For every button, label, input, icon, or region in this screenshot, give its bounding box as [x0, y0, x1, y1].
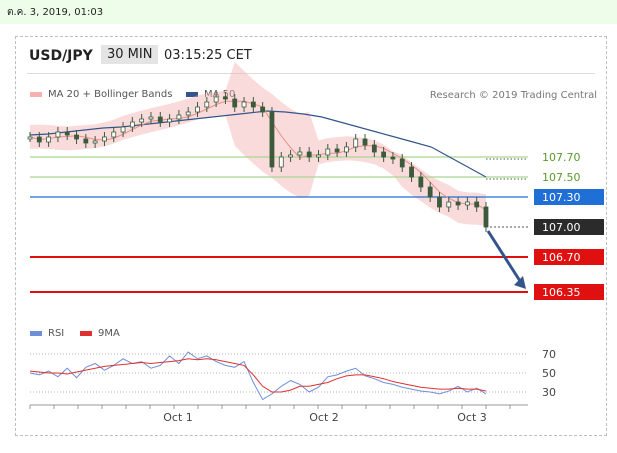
candle-body: [157, 116, 163, 123]
candle-body: [371, 144, 377, 153]
candle-body: [250, 101, 256, 108]
candle-body: [399, 158, 405, 168]
candle-body: [129, 121, 135, 128]
candle-body: [362, 138, 368, 146]
level-box-106.70: [534, 249, 604, 265]
candle-body: [409, 166, 414, 178]
candle-body: [446, 201, 452, 208]
level-label-107.30: 107.30: [542, 191, 581, 204]
candle-body: [437, 196, 442, 208]
candle-body: [213, 96, 219, 103]
candle-body: [306, 151, 312, 158]
legend-ma20-label: MA 20 + Bollinger Bands: [48, 89, 173, 100]
legend-rsi-label: RSI: [48, 328, 65, 339]
candle-body: [297, 151, 303, 156]
candle-body: [185, 111, 191, 116]
candle-body: [74, 134, 79, 140]
candle-body: [418, 176, 424, 188]
legend-9ma-label: 9MA: [98, 328, 120, 339]
candle-body: [390, 156, 396, 160]
candles-group: [27, 92, 489, 232]
date-text: ต.ค. 3, 2019, 01:03: [7, 7, 104, 18]
level-label-107.00: 107.00: [542, 221, 581, 234]
legend-9ma: 9MA: [80, 328, 120, 339]
candle-body: [139, 118, 145, 123]
ma9-swatch: [80, 331, 92, 336]
candle-body: [92, 140, 98, 144]
level-box-107.00: [534, 219, 604, 235]
candle-body: [102, 136, 107, 142]
level-box-107.30: [534, 189, 604, 205]
candle-body: [288, 154, 293, 158]
pair-label: USD/JPY: [29, 48, 93, 64]
timestamp: 03:15:25 CET: [164, 48, 252, 63]
candle-body: [241, 101, 247, 108]
candle-body: [269, 111, 275, 168]
x-tick-label-oct-2: Oct 2: [309, 411, 339, 424]
chart-panel: USD/JPY 30 MIN 03:15:25 CET MA 20 + Boll…: [15, 36, 607, 436]
candle-body: [483, 206, 489, 228]
ma50-line: [29, 110, 487, 178]
forecast-arrow-head: [514, 276, 526, 289]
header-divider: [27, 73, 595, 74]
candle-body: [111, 131, 117, 138]
candle-body: [260, 106, 266, 113]
x-tick-label-oct-1: Oct 1: [163, 411, 193, 424]
legend-ma50: MA 50: [186, 89, 235, 100]
rsi-tick-label-70: 70: [542, 348, 556, 361]
rsi-tick-label-30: 30: [542, 386, 556, 399]
candle-body: [474, 201, 480, 208]
ma20-swatch: [30, 92, 42, 97]
rsi-series-9ma: [29, 358, 487, 393]
candle-body: [64, 131, 70, 136]
candle-body: [381, 151, 387, 158]
candle-body: [167, 118, 172, 123]
level-box-106.35: [534, 284, 604, 300]
candle-body: [120, 126, 126, 133]
candle-body: [46, 136, 52, 143]
candle-body: [83, 138, 89, 144]
candle-body: [316, 154, 321, 158]
x-tick-label-oct-3: Oct 3: [457, 411, 487, 424]
candle-body: [353, 138, 359, 148]
research-credit: Research © 2019 Trading Central: [429, 90, 597, 101]
candle-body: [455, 201, 461, 206]
bollinger-band: [30, 61, 486, 227]
candle-body: [325, 148, 331, 156]
candle-body: [27, 136, 33, 140]
candle-body: [36, 136, 42, 143]
candle-body: [464, 201, 470, 206]
ma50-swatch: [186, 92, 198, 97]
price-chart: 107.70 107.50 107.30 107.00 106.70 106.35 70 50…: [27, 61, 604, 424]
legend-rsi: RSI: [30, 328, 64, 339]
legend-ma50-label: MA 50: [204, 89, 236, 100]
timeframe-badge[interactable]: 30 MIN: [101, 45, 159, 64]
candle-body: [223, 96, 228, 100]
candle-body: [204, 101, 210, 108]
level-label-106.70: 106.70: [542, 251, 581, 264]
candle-body: [232, 98, 238, 108]
candle-body: [148, 116, 154, 120]
rsi-tick-label-50: 50: [542, 367, 556, 380]
rsi-series-rsi: [29, 351, 487, 401]
candle-body: [195, 106, 200, 113]
candle-body: [176, 114, 182, 120]
rsi-swatch: [30, 331, 42, 336]
forecast-arrow-shaft: [486, 230, 522, 282]
candle-body: [334, 148, 340, 153]
legend-ma20: MA 20 + Bollinger Bands: [30, 89, 172, 100]
candle-body: [427, 186, 433, 198]
level-label-106.35: 106.35: [542, 286, 581, 299]
candle-body: [278, 156, 284, 168]
date-bar: ต.ค. 3, 2019, 01:03: [0, 0, 617, 24]
candle-body: [55, 131, 61, 138]
level-label-107.70: 107.70: [542, 151, 581, 164]
candle-body: [344, 146, 349, 153]
level-label-107.50: 107.50: [542, 171, 581, 184]
